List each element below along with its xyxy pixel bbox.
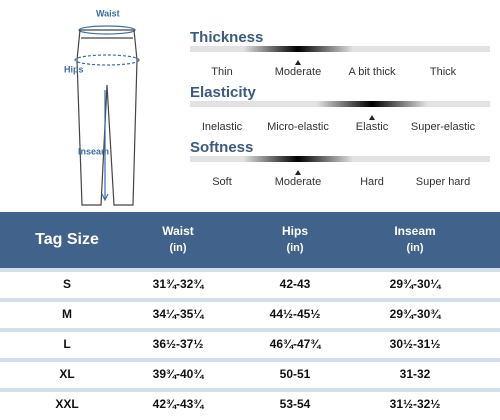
header-name: Tag Size <box>35 231 99 248</box>
row-separator <box>0 388 500 392</box>
table-cell: 29¾-30¼ <box>390 277 442 291</box>
table-cell: XL <box>59 367 74 381</box>
header-name: Hips <box>282 224 308 238</box>
table-cell: 53-54 <box>280 397 311 411</box>
scale-option: Thin <box>211 66 232 78</box>
waist-outline <box>78 25 136 35</box>
scale-highlight <box>243 156 353 162</box>
scale-option: A bit thick <box>348 66 396 78</box>
table-cell: 30½-31½ <box>390 337 441 351</box>
scale-option: Moderate <box>275 66 321 78</box>
table-cell: XXL <box>55 397 78 411</box>
waist-label: Waist <box>96 8 120 18</box>
table-cell: 50-51 <box>280 367 311 381</box>
table-cell: 46¾-47¾ <box>270 337 322 351</box>
header-unit: (in) <box>286 242 303 254</box>
scale-option: Micro-elastic <box>267 121 329 133</box>
scale-option: Super hard <box>416 176 470 188</box>
scale-option: Moderate <box>275 176 321 188</box>
scale-option: Thick <box>430 66 457 78</box>
row-separator <box>0 358 500 362</box>
header-unit: (in) <box>406 242 423 254</box>
inseam-arrow <box>101 193 109 202</box>
table-cell: 29¾-30¾ <box>390 307 442 321</box>
row-separator <box>0 268 500 272</box>
scale-option: Inelastic <box>202 121 243 133</box>
row-separator <box>0 298 500 302</box>
table-cell: 39¾-40¾ <box>153 367 205 381</box>
scale-highlight <box>317 101 427 107</box>
table-header-bg <box>0 212 500 268</box>
scale-option: Elastic <box>356 121 389 133</box>
scale-title: Elasticity <box>190 84 257 101</box>
scales: Thickness Thin Moderate A bit thick Thick Ela… <box>190 29 490 188</box>
table-cell: 31½-32½ <box>390 397 441 411</box>
selected-marker <box>295 170 301 175</box>
scale-highlight <box>243 46 353 52</box>
scale-title: Thickness <box>190 29 263 46</box>
scale-option: Super-elastic <box>411 121 476 133</box>
row-separator <box>0 328 500 332</box>
hips-outline <box>74 54 140 66</box>
table-cell: 44½-45½ <box>270 307 321 321</box>
scale-option: Soft <box>212 176 232 188</box>
header-unit: (in) <box>169 242 186 254</box>
table-cell: 31¾-32¾ <box>153 277 205 291</box>
selected-marker <box>369 115 375 120</box>
table-cell: S <box>63 277 71 291</box>
table-cell: 36½-37½ <box>153 337 204 351</box>
pants-outline <box>76 29 138 206</box>
table-cell: 42-43 <box>280 277 311 291</box>
table-cell: 42¾-43¾ <box>153 397 205 411</box>
selected-marker <box>295 60 301 65</box>
table-cell: L <box>63 337 70 351</box>
table-cell: 34¼-35¼ <box>153 307 205 321</box>
header-name: Waist <box>162 224 194 238</box>
table-cell: 31-32 <box>400 367 431 381</box>
pants-diagram <box>74 25 140 206</box>
scale-option: Hard <box>360 176 384 188</box>
size-table: Tag Size Waist (in) Hips (in) Inseam (in) S 31¾-… <box>0 212 500 411</box>
header-name: Inseam <box>394 224 435 238</box>
scale-title: Softness <box>190 139 253 156</box>
hips-label: Hips <box>64 64 84 74</box>
table-cell: M <box>62 307 72 321</box>
inseam-label: Inseam <box>78 146 109 156</box>
